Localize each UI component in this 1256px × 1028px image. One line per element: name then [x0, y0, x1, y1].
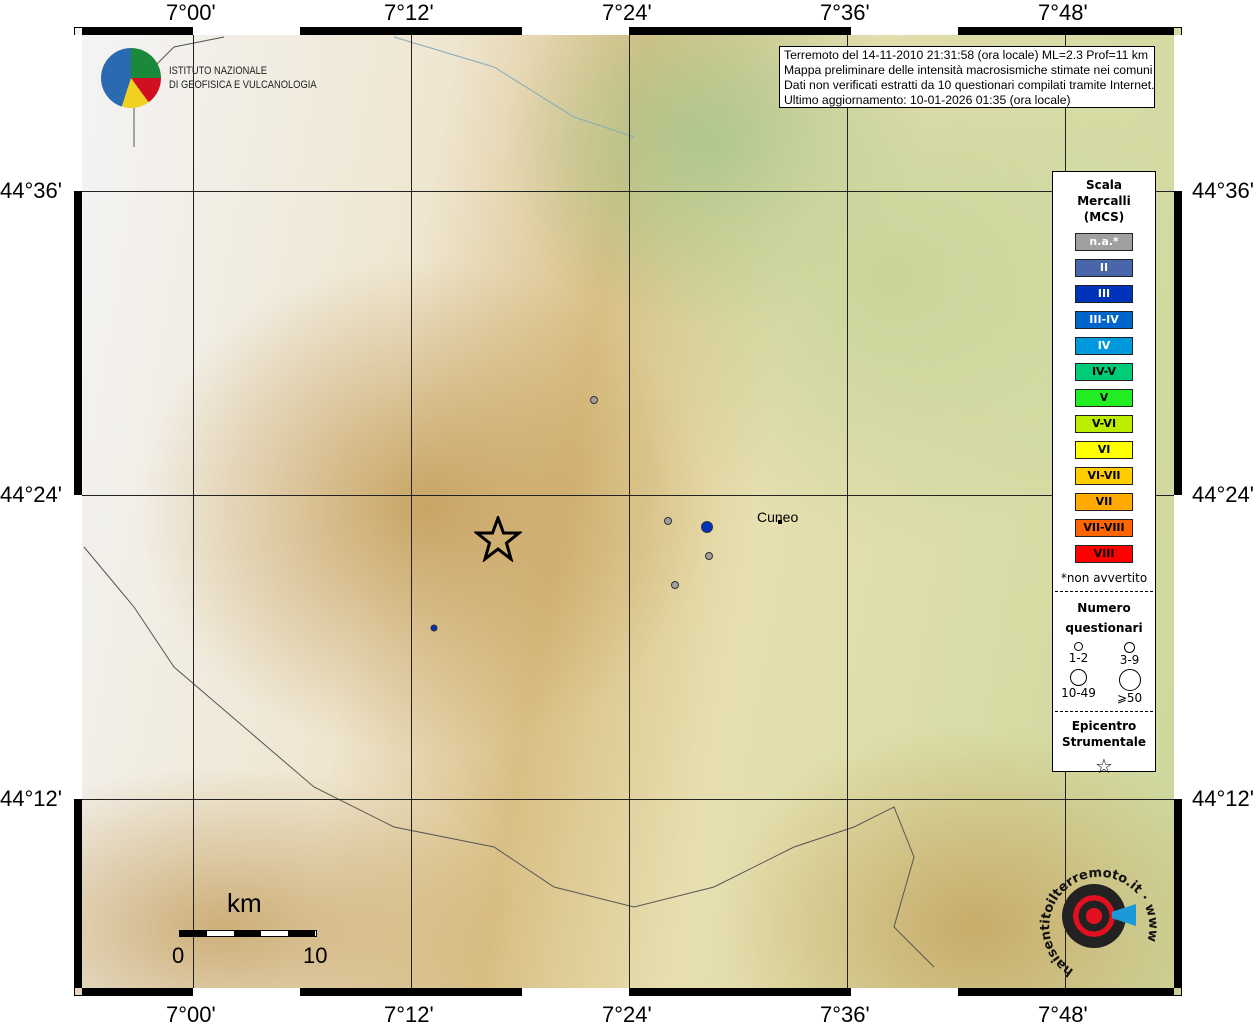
- intensity-swatch: n.a.*: [1075, 233, 1133, 251]
- intensity-swatch: VII: [1075, 493, 1133, 511]
- legend-epi-title: Strumentale: [1061, 735, 1147, 749]
- observation-point[interactable]: [701, 521, 713, 533]
- intensity-swatch: III: [1075, 285, 1133, 303]
- badge-text: haisentitoilterremoto.it · www: [1038, 866, 1160, 980]
- haisentito-logo[interactable]: haisentitoilterremoto.it · www: [1036, 858, 1160, 980]
- lon-label: 7°36': [820, 1002, 870, 1027]
- lon-label: 7°12': [384, 0, 434, 25]
- svg-text:haisentitoilterremoto.it · www: haisentitoilterremoto.it · www: [1038, 866, 1160, 980]
- scale-max: 10: [303, 943, 328, 968]
- lat-label: 44°12': [0, 786, 62, 811]
- info-line: Terremoto del 14-11-2010 21:31:58 (ora l…: [784, 48, 1149, 62]
- lon-label: 7°24': [602, 1002, 652, 1027]
- frame-bottom: [82, 988, 1174, 996]
- borders: [83, 36, 935, 968]
- globe-icon: [101, 48, 161, 108]
- legend: Scala Mercalli (MCS) n.a.* II III III-IV IV I…: [1052, 171, 1156, 778]
- legend-title: Mercalli: [1077, 194, 1131, 208]
- intensity-swatch: IV-V: [1075, 363, 1133, 381]
- lon-label: 7°48': [1038, 0, 1088, 25]
- grid-line: [847, 27, 848, 996]
- intensity-swatch: V: [1075, 389, 1133, 407]
- legend-title: (MCS): [1083, 210, 1125, 224]
- grid-line: [629, 27, 630, 996]
- observation-point[interactable]: [590, 396, 598, 404]
- ingv-logo: ISTITUTO NAZIONALE DI GEOFISICA E VULCAN…: [101, 48, 317, 112]
- intensity-swatch: VIII: [1075, 545, 1133, 563]
- grid-line: [74, 799, 1182, 800]
- grid-line: [74, 495, 1182, 496]
- legend-count-title: questionari: [1065, 621, 1143, 635]
- lat-label: 44°36': [0, 178, 62, 203]
- frame-left: [74, 35, 82, 988]
- scale-min: 0: [172, 943, 185, 968]
- observation-point[interactable]: [705, 552, 713, 560]
- count-label: 10-49: [1061, 686, 1096, 700]
- info-line: Dati non verificati estratti da 10 quest…: [784, 78, 1155, 92]
- grid-line: [193, 27, 194, 996]
- epicenter-star-icon[interactable]: [474, 516, 522, 562]
- lon-label: 7°48': [1038, 1002, 1088, 1027]
- count-label: 3-9: [1119, 653, 1140, 667]
- intensity-swatch: VI: [1075, 441, 1133, 459]
- count-label: 1-2: [1068, 651, 1089, 665]
- lon-label: 7°00': [166, 0, 216, 25]
- size-circle-icon: [1118, 669, 1141, 691]
- grid-line: [411, 27, 412, 996]
- city-label: Cuneo: [757, 509, 799, 525]
- observation-point[interactable]: [430, 624, 438, 632]
- intensity-swatch: VI-VII: [1075, 467, 1133, 485]
- lat-label: 44°36': [1192, 178, 1254, 203]
- legend-title: Scala: [1085, 178, 1123, 192]
- lon-label: 7°36': [820, 0, 870, 25]
- logo-line1: ISTITUTO NAZIONALE: [169, 65, 268, 77]
- intensity-swatch: IV: [1075, 337, 1133, 355]
- lat-label: 44°24': [0, 482, 62, 507]
- lon-label: 7°12': [384, 1002, 434, 1027]
- size-circle-icon: [1074, 642, 1083, 651]
- legend-count-title: Numero: [1077, 601, 1131, 615]
- frame-top: [82, 27, 1174, 35]
- star-icon: ☆: [1095, 754, 1113, 778]
- intensity-swatch: V-VI: [1075, 415, 1133, 433]
- legend-epi-title: Epicentro: [1071, 719, 1137, 733]
- intensity-swatch: III-IV: [1075, 311, 1133, 329]
- lat-label: 44°12': [1192, 786, 1254, 811]
- frame-right: [1174, 35, 1182, 988]
- logo-line2: DI GEOFISICA E VULCANOLOGIA: [169, 79, 317, 91]
- observation-point[interactable]: [671, 581, 679, 589]
- intensity-swatch: VII-VIII: [1075, 519, 1133, 537]
- legend-note: *non avvertito: [1060, 571, 1148, 585]
- info-box: Terremoto del 14-11-2010 21:31:58 (ora l…: [779, 46, 1155, 108]
- info-line: Ultimo aggiornamento: 10-01-2026 01:35 (…: [784, 93, 1071, 107]
- badge-curved-text: haisentitoilterremoto.it · www: [1038, 866, 1160, 980]
- lon-label: 7°24': [602, 0, 652, 25]
- city-marker: [778, 520, 782, 524]
- intensity-swatch: II: [1075, 259, 1133, 277]
- grid-line: [74, 191, 1182, 192]
- lat-label: 44°24': [1192, 482, 1254, 507]
- count-label: ⩾50: [1116, 691, 1143, 705]
- info-line: Mappa preliminare delle intensità macros…: [784, 63, 1153, 77]
- observation-point[interactable]: [664, 517, 672, 525]
- size-circle-icon: [1070, 669, 1087, 686]
- scale-unit: km: [227, 888, 262, 918]
- lon-label: 7°00': [166, 1002, 216, 1027]
- size-circle-icon: [1124, 642, 1135, 653]
- map-area[interactable]: [74, 27, 1182, 996]
